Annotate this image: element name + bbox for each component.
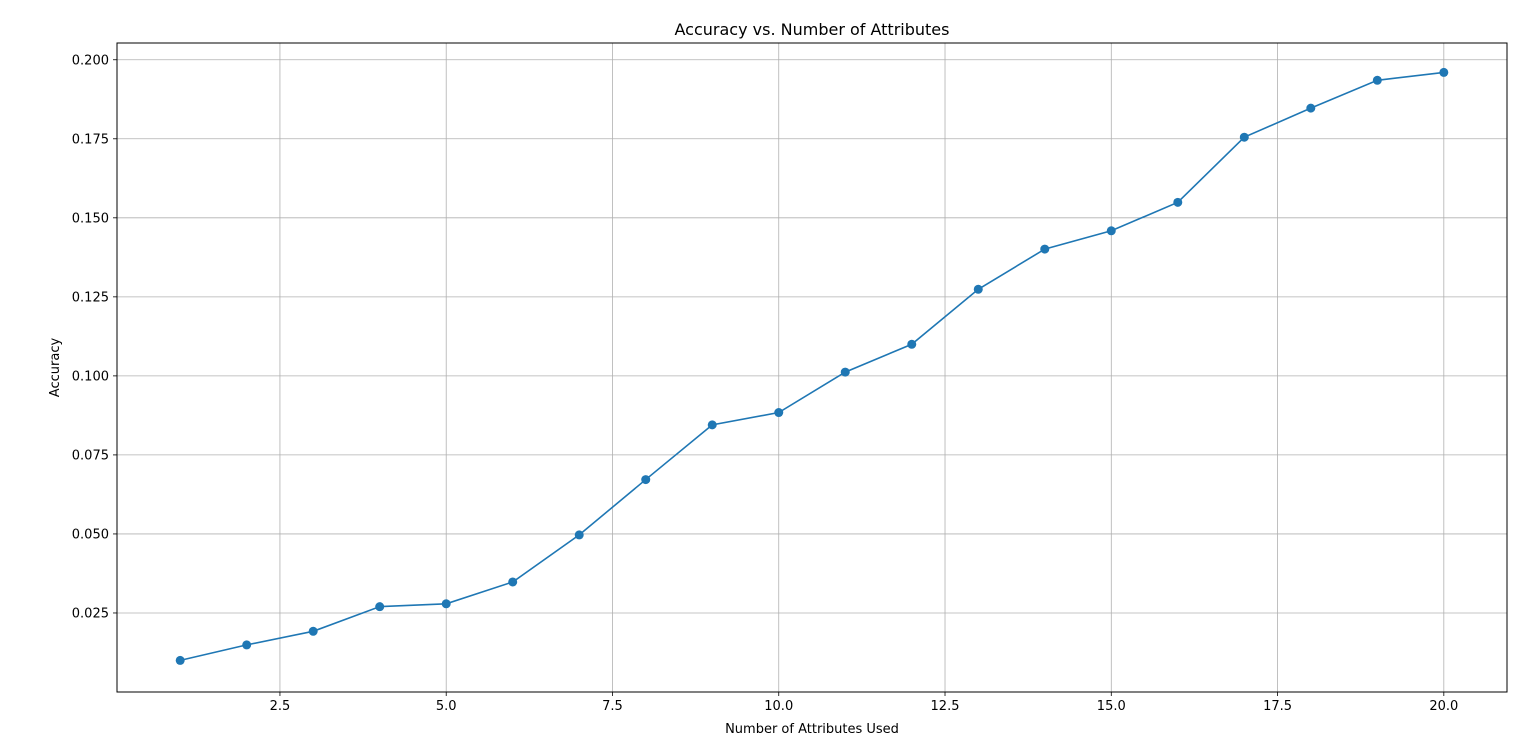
y-tick-label: 0.025 — [72, 606, 109, 621]
data-point — [375, 602, 385, 612]
data-point — [1239, 132, 1249, 142]
data-point — [175, 655, 185, 665]
data-point — [441, 599, 451, 609]
x-tick-label: 12.5 — [931, 699, 960, 714]
x-tick-label: 5.0 — [436, 699, 457, 714]
data-point — [308, 626, 318, 636]
data-point — [1040, 244, 1050, 254]
x-axis-label: Number of Attributes Used — [725, 722, 899, 737]
y-tick-label: 0.050 — [72, 527, 109, 542]
data-point — [1372, 75, 1382, 85]
plot-frame — [116, 42, 1508, 693]
y-axis-label: Accuracy — [48, 338, 63, 398]
grid-lines — [117, 43, 1507, 692]
x-tick-label: 2.5 — [270, 699, 291, 714]
data-point — [1306, 103, 1316, 113]
data-point — [1173, 197, 1183, 207]
y-tick-label: 0.100 — [72, 369, 109, 384]
data-point — [707, 420, 717, 430]
data-point — [641, 475, 651, 485]
x-tick-label: 15.0 — [1097, 699, 1126, 714]
data-point — [1439, 67, 1449, 77]
chart-title: Accuracy vs. Number of Attributes — [675, 20, 950, 39]
data-point — [574, 530, 584, 540]
data-point — [242, 640, 252, 650]
data-point — [907, 339, 917, 349]
x-tick-label: 7.5 — [602, 699, 623, 714]
data-point — [1106, 226, 1116, 236]
data-point — [840, 367, 850, 377]
y-tick-label: 0.200 — [72, 53, 109, 68]
x-tick-label: 10.0 — [764, 699, 793, 714]
y-tick-label: 0.125 — [72, 290, 109, 305]
y-tick-label: 0.175 — [72, 132, 109, 147]
data-point — [508, 577, 518, 587]
x-tick-label: 20.0 — [1429, 699, 1458, 714]
series-line — [179, 71, 1444, 662]
x-tick-label: 17.5 — [1263, 699, 1292, 714]
y-tick-label: 0.075 — [72, 448, 109, 463]
series-layer — [175, 67, 1449, 665]
data-point — [973, 284, 983, 294]
y-tick-label: 0.150 — [72, 211, 109, 226]
axis-ticks: 2.5 5.0 7.5 10.0 12.5 15.0 17.5 20.0 0.025 0.050 0… — [72, 53, 1459, 714]
data-point — [774, 408, 784, 418]
